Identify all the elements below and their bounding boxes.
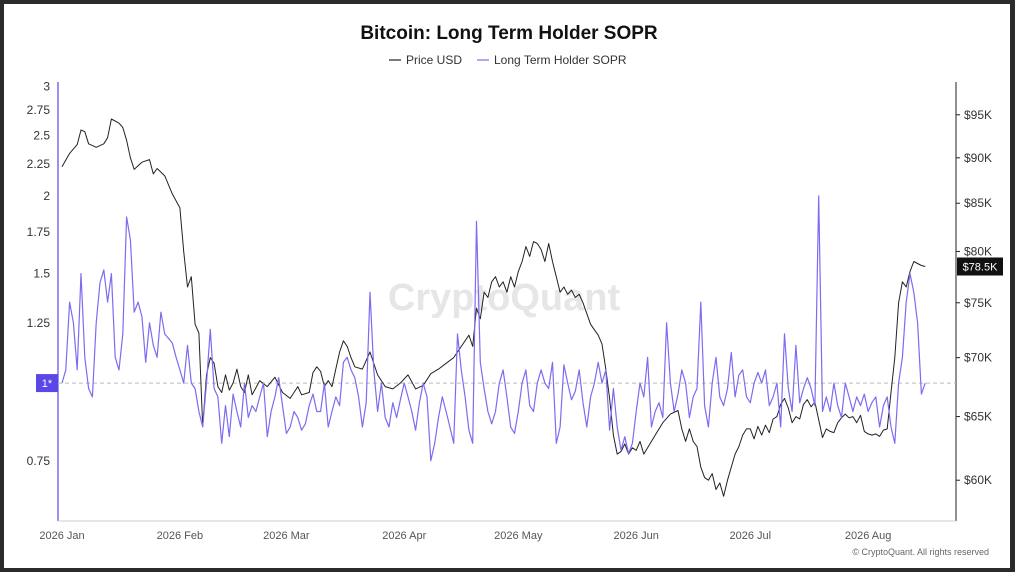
x-tick-label: 2026 May xyxy=(494,530,543,542)
legend[interactable]: Price USD Long Term Holder SOPR xyxy=(389,53,627,67)
x-tick-label: 2026 Mar xyxy=(263,530,310,542)
value-badges: $78.5K xyxy=(957,257,1003,276)
chart-panel: CryptoQuant Bitcoin: Long Term Holder SO… xyxy=(4,4,1010,568)
x-tick-label: 2026 Apr xyxy=(382,530,426,542)
left-tick-label: 2.25 xyxy=(27,157,51,171)
left-tick-label: 1.5 xyxy=(33,267,50,281)
right-tick-label: $80K xyxy=(964,244,992,258)
right-tick-label: $90K xyxy=(964,151,992,165)
x-tick-label: 2026 Jun xyxy=(614,530,659,542)
last-price-badge xyxy=(957,257,1003,276)
sopr-chart: CryptoQuant Bitcoin: Long Term Holder SO… xyxy=(27,23,1003,557)
reference-badge-label: 1* xyxy=(42,378,53,390)
right-tick-label: $65K xyxy=(964,410,992,424)
price-usd-line[interactable] xyxy=(61,118,926,497)
x-axis: 2026 Jan 2026 Feb 2026 Mar 2026 Apr 2026 May… xyxy=(39,520,956,542)
left-tick-label: 1.75 xyxy=(27,225,51,239)
left-tick-label: 2.75 xyxy=(27,103,51,117)
lth-sopr-line[interactable] xyxy=(61,195,926,462)
copyright-text: © CryptoQuant. All rights reserved xyxy=(852,547,989,557)
x-tick-label: 2026 Jul xyxy=(729,530,771,542)
right-tick-label: $85K xyxy=(964,196,992,210)
right-axis: $95K $90K $85K $80K $75K $70K $65K $60K xyxy=(955,82,992,521)
right-tick-label: $95K xyxy=(964,108,992,122)
legend-label-sopr[interactable]: Long Term Holder SOPR xyxy=(494,53,627,67)
x-tick-label: 2026 Aug xyxy=(845,530,892,542)
right-tick-label: $75K xyxy=(964,296,992,310)
left-tick-label: 2.5 xyxy=(33,129,50,143)
left-tick-label: 0.75 xyxy=(27,454,51,468)
x-tick-label: 2026 Feb xyxy=(157,530,203,542)
right-tick-label: $70K xyxy=(964,351,992,365)
reference-line-group: 1* xyxy=(36,374,956,393)
left-tick-label: 1.25 xyxy=(27,316,51,330)
series-layer xyxy=(61,118,926,497)
chart-title: Bitcoin: Long Term Holder SOPR xyxy=(360,23,658,44)
x-tick-label: 2026 Jan xyxy=(39,530,84,542)
left-tick-label: 2 xyxy=(43,189,50,203)
left-tick-label: 3 xyxy=(43,79,50,93)
reference-badge xyxy=(36,374,58,393)
last-price-badge-label: $78.5K xyxy=(963,262,999,274)
left-axis: 3 2.75 2.5 2.25 2 1.75 1.5 1.25 0.75 xyxy=(27,79,59,521)
legend-label-price[interactable]: Price USD xyxy=(406,53,462,67)
right-tick-label: $60K xyxy=(964,473,992,487)
